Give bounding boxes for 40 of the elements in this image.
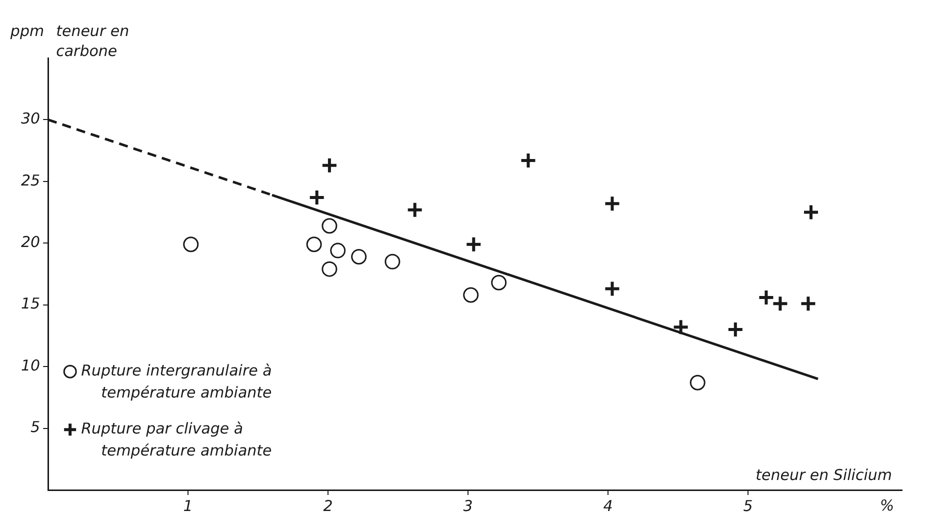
point: [802, 204, 820, 221]
point: [491, 274, 507, 290]
y-tick-label: 30: [20, 110, 40, 128]
legend-label: Rupture intergranulaire à température ambiante: [81, 361, 272, 402]
point: [672, 318, 690, 336]
x-axis-title: teneur en Silicium: [756, 466, 892, 484]
point: [726, 321, 744, 338]
point: [330, 242, 346, 258]
point: [351, 248, 367, 264]
point: [772, 295, 789, 312]
point: [183, 236, 199, 252]
point: [800, 295, 817, 312]
x-tick-label: 3: [463, 496, 473, 515]
x-tick-label: 4: [603, 496, 613, 515]
point: [463, 287, 479, 303]
x-tick-label: 1: [183, 496, 193, 515]
x-tick-label: 2: [323, 496, 333, 515]
point: [690, 374, 706, 390]
point: [604, 195, 621, 212]
point: [520, 152, 537, 169]
point: [384, 254, 400, 270]
y-tick-label: 5: [30, 418, 40, 436]
legend-label: Rupture par clivage à température ambiante: [81, 419, 272, 460]
point: [604, 280, 621, 298]
point: [322, 261, 338, 277]
y-tick-label: 10: [20, 356, 40, 374]
text: %: [880, 496, 894, 514]
y-tick-label: 25: [20, 171, 40, 190]
y-axis-title: teneur en carbone: [56, 22, 130, 60]
point: [308, 188, 326, 206]
point: [758, 288, 775, 306]
point: [320, 156, 338, 174]
point: [465, 236, 482, 253]
point: [406, 201, 424, 218]
point: [306, 236, 322, 252]
text: ppm: [9, 22, 44, 40]
y-tick-label: 20: [20, 233, 40, 252]
x-tick-label: 5: [743, 496, 753, 515]
point: [322, 218, 338, 234]
y-tick-label: 15: [20, 294, 40, 313]
